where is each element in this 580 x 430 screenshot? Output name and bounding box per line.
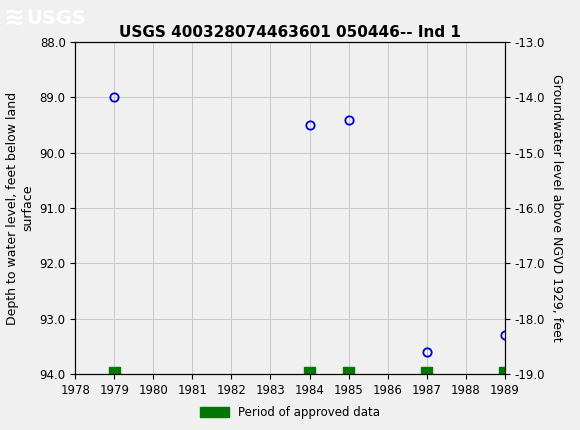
Y-axis label: Groundwater level above NGVD 1929, feet: Groundwater level above NGVD 1929, feet <box>550 74 563 342</box>
Text: USGS 400328074463601 050446-- Ind 1: USGS 400328074463601 050446-- Ind 1 <box>119 25 461 40</box>
Text: USGS: USGS <box>26 9 86 28</box>
Y-axis label: Depth to water level, feet below land
surface: Depth to water level, feet below land su… <box>6 92 34 325</box>
Bar <box>499 367 510 374</box>
Legend: Period of approved data: Period of approved data <box>195 402 385 424</box>
Bar <box>421 367 432 374</box>
Bar <box>304 367 315 374</box>
Text: ≋: ≋ <box>3 7 24 31</box>
Bar <box>109 367 120 374</box>
Bar <box>343 367 354 374</box>
